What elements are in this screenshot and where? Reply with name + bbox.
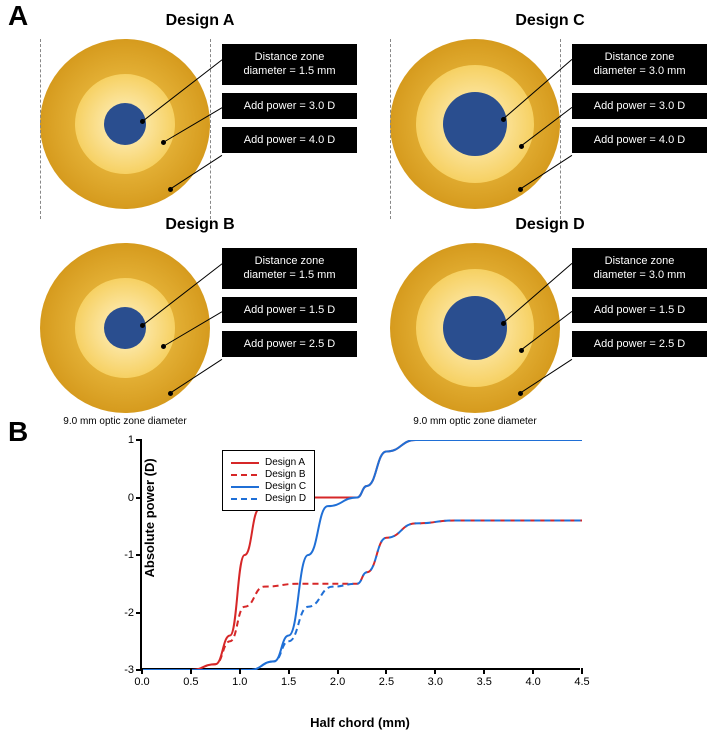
legend-item: Design A	[231, 457, 306, 468]
optic-zone-label: 9.0 mm optic zone diameter	[390, 416, 560, 427]
optic-zone-label: 9.0 mm optic zone diameter	[40, 416, 210, 427]
legend-item: Design D	[231, 493, 306, 504]
annotations: Distance zonediameter = 3.0 mm Add power …	[572, 44, 707, 161]
x-tick-label: 1.5	[281, 676, 296, 688]
lens-diagram	[390, 39, 560, 209]
legend-item: Design B	[231, 469, 306, 480]
x-tick-label: 3.0	[428, 676, 443, 688]
annotation-box: Add power = 4.0 D	[222, 127, 357, 153]
lens-diagram	[40, 243, 210, 413]
annotation-box: Add power = 2.5 D	[572, 331, 707, 357]
series-b	[142, 521, 582, 671]
y-tick-label: -3	[112, 664, 134, 676]
annotation-box: Add power = 3.0 D	[572, 93, 707, 119]
legend-item: Design C	[231, 481, 306, 492]
y-tick-label: 1	[112, 434, 134, 446]
panel-b-label: B	[8, 416, 28, 448]
design-b: Design B Distance zonediameter = 1.5 mm Ad…	[30, 216, 370, 418]
design-title: Design D	[380, 216, 720, 234]
design-c: Design C Distance zonediameter = 3.0 mm Ad…	[380, 12, 720, 214]
lens-diagram	[40, 39, 210, 209]
x-tick-label: 0.5	[183, 676, 198, 688]
annotation-box: Add power = 1.5 D	[222, 297, 357, 323]
y-tick-label: -1	[112, 549, 134, 561]
design-title: Design C	[380, 12, 720, 30]
series-d	[142, 521, 582, 671]
annotation-box: Distance zonediameter = 1.5 mm	[222, 248, 357, 289]
annotation-box: Add power = 3.0 D	[222, 93, 357, 119]
plot-area: Design ADesign BDesign CDesign D -3-2-10…	[140, 440, 580, 670]
annotation-box: Distance zonediameter = 3.0 mm	[572, 248, 707, 289]
x-tick-label: 4.0	[525, 676, 540, 688]
chart-curves	[142, 440, 582, 670]
annotations: Distance zonediameter = 1.5 mm Add power …	[222, 44, 357, 161]
design-d: Design D Distance zonediameter = 3.0 mm Ad…	[380, 216, 720, 418]
annotations: Distance zonediameter = 3.0 mm Add power …	[572, 248, 707, 365]
design-a: Design A Distance zonediameter = 1.5 mm Ad…	[30, 12, 370, 214]
x-axis-label: Half chord (mm)	[140, 715, 580, 730]
chart-legend: Design ADesign BDesign CDesign D	[222, 450, 315, 511]
x-tick-label: 2.5	[379, 676, 394, 688]
annotation-box: Add power = 4.0 D	[572, 127, 707, 153]
y-tick-label: 0	[112, 492, 134, 504]
x-tick-label: 3.5	[477, 676, 492, 688]
x-tick-label: 2.0	[330, 676, 345, 688]
design-title: Design B	[30, 216, 370, 234]
x-tick-label: 4.5	[574, 676, 589, 688]
annotation-box: Distance zonediameter = 3.0 mm	[572, 44, 707, 85]
lens-diagram	[390, 243, 560, 413]
x-tick-label: 0.0	[134, 676, 149, 688]
series-a	[142, 440, 582, 670]
annotation-box: Add power = 2.5 D	[222, 331, 357, 357]
panel-a-label: A	[8, 0, 28, 32]
power-chart: Absolute power (D) Design ADesign BDesig…	[140, 440, 580, 700]
design-title: Design A	[30, 12, 370, 30]
y-tick-label: -2	[112, 607, 134, 619]
series-c	[142, 440, 582, 670]
annotation-box: Add power = 1.5 D	[572, 297, 707, 323]
x-tick-label: 1.0	[232, 676, 247, 688]
annotations: Distance zonediameter = 1.5 mm Add power …	[222, 248, 357, 365]
annotation-box: Distance zonediameter = 1.5 mm	[222, 44, 357, 85]
